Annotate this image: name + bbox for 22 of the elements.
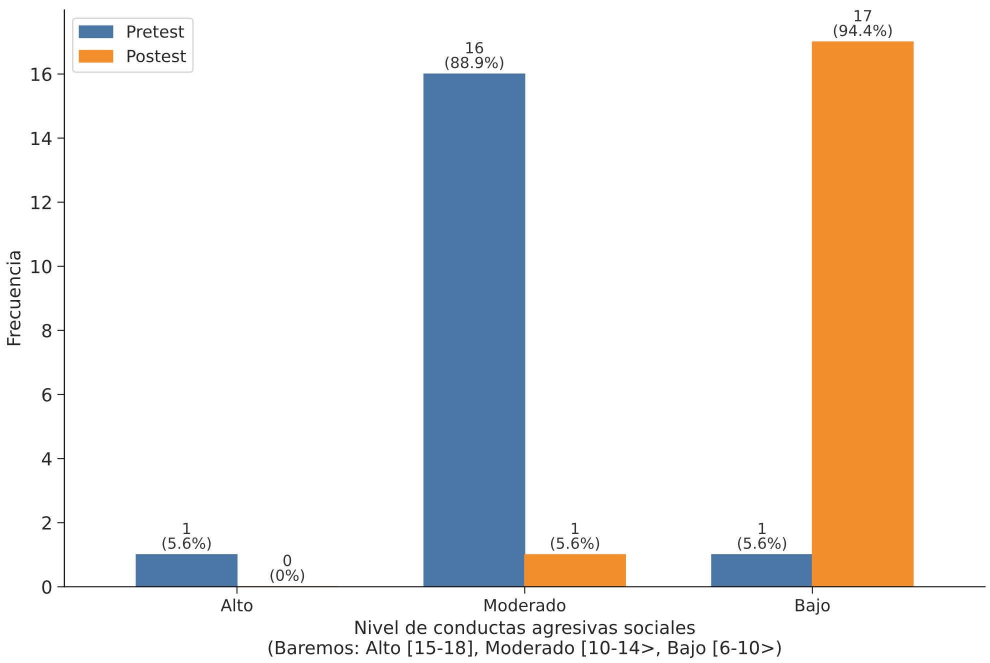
y-tick-label: 14 xyxy=(32,132,52,145)
y-tick-label: 12 xyxy=(32,196,51,210)
y-tick-label: 0 xyxy=(42,580,52,594)
legend-label: Pretest xyxy=(128,25,184,38)
data-label: 1 (5.6%) xyxy=(738,522,786,551)
data-label: 17 (94.4%) xyxy=(834,10,892,38)
y-axis-title: Frecuencia xyxy=(6,251,21,346)
y-tick-label: 8 xyxy=(42,324,52,338)
data-label: 16 (88.9%) xyxy=(445,42,504,70)
y-tick-label: 16 xyxy=(32,67,52,82)
x-tick-label: Alto xyxy=(220,598,252,612)
data-label: 0 (0%) xyxy=(270,554,304,583)
x-tick-label: Bajo xyxy=(796,598,830,615)
y-tick-label: 2 xyxy=(42,516,51,530)
legend-label: Postest xyxy=(128,50,186,62)
y-tick-label: 4 xyxy=(42,452,52,466)
data-label: 1 (5.6%) xyxy=(162,522,211,551)
x-tick-label: Moderado xyxy=(484,598,566,612)
data-label: 1 (5.6%) xyxy=(550,522,600,551)
y-tick-label: 10 xyxy=(32,260,52,274)
x-axis-title: Nivel de conductas agresivas sociales (Baremos: Alto [15-18], Moderado [10-14>, Bajo [6-10>) xyxy=(268,620,781,658)
y-tick-label: 6 xyxy=(42,388,52,402)
